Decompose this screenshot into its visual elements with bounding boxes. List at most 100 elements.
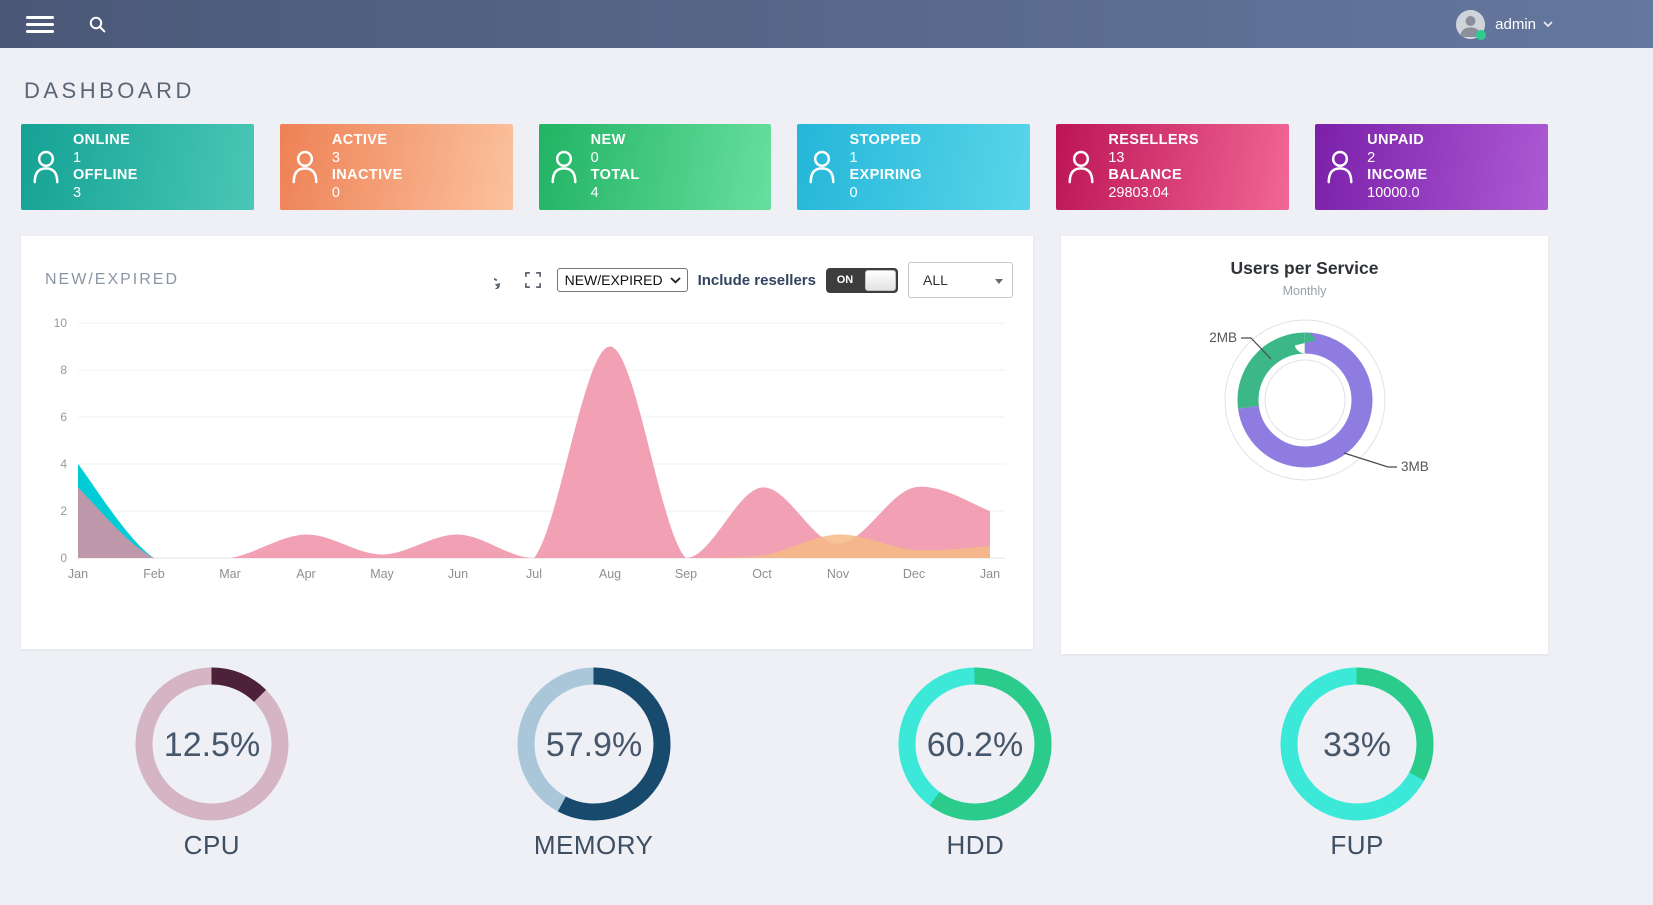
stat-value: 2: [1367, 149, 1376, 166]
toggle-knob[interactable]: [865, 269, 896, 291]
gauge-value: 12.5%: [164, 726, 260, 764]
stat-label: UNPAID: [1367, 132, 1425, 148]
donut-chart: 2MB 3MB: [1061, 298, 1548, 643]
new-expired-panel: NEW/EXPIRED NEW/EXPIRED: [21, 236, 1033, 649]
svg-text:Jan: Jan: [68, 567, 88, 581]
stat-card-new-total[interactable]: NEW 0 TOTAL 4: [538, 124, 772, 210]
person-icon: [1068, 150, 1094, 184]
stat-label: EXPIRING: [849, 167, 922, 183]
chart-type-select[interactable]: NEW/EXPIRED: [556, 268, 688, 292]
slice-label-3mb: 3MB: [1401, 459, 1429, 474]
stat-card-unpaid-income[interactable]: UNPAID 2 INCOME 10000.0: [1315, 124, 1548, 210]
online-status-dot: [1476, 29, 1487, 40]
svg-text:Mar: Mar: [219, 567, 241, 581]
stat-value: 10000.0: [1367, 184, 1420, 201]
stat-label: ACTIVE: [331, 132, 388, 148]
user-avatar[interactable]: [1456, 9, 1487, 40]
refresh-icon[interactable]: [493, 272, 511, 289]
person-icon: [1327, 150, 1353, 184]
top-navbar: admin: [0, 0, 1653, 48]
gauge-memory: 57.9% MEMORY: [403, 659, 785, 861]
svg-text:Nov: Nov: [827, 567, 850, 581]
gauge-value: 33%: [1323, 726, 1391, 764]
search-icon[interactable]: [88, 15, 107, 34]
filter-select[interactable]: ALL: [908, 262, 1013, 298]
gauge-label: MEMORY: [533, 830, 654, 860]
svg-text:4: 4: [60, 457, 67, 471]
person-icon: [551, 150, 577, 184]
person-icon: [292, 150, 318, 184]
stat-label: OFFLINE: [73, 167, 138, 183]
stat-card-resellers-balance[interactable]: RESELLERS 13 BALANCE 29803.04: [1056, 124, 1290, 210]
stat-card-lines: STOPPED 1 EXPIRING 0: [849, 132, 922, 202]
svg-text:6: 6: [60, 410, 67, 424]
stat-card-stopped-expiring[interactable]: STOPPED 1 EXPIRING 0: [797, 124, 1031, 210]
gauge-value: 60.2%: [927, 726, 1023, 764]
gauge-label: FUP: [1330, 830, 1384, 860]
stat-value: 3: [331, 149, 340, 166]
username[interactable]: admin: [1495, 15, 1536, 33]
fullscreen-icon[interactable]: [524, 272, 541, 288]
stat-card-active-inactive[interactable]: ACTIVE 3 INACTIVE 0: [279, 124, 513, 210]
stat-value: 4: [590, 184, 599, 201]
users-panel-title: Users per Service: [1230, 258, 1379, 278]
svg-text:Jul: Jul: [526, 567, 542, 581]
stat-label: TOTAL: [590, 167, 640, 183]
svg-text:Oct: Oct: [752, 567, 772, 581]
chevron-down-icon: [1543, 20, 1553, 27]
stat-label: STOPPED: [849, 132, 922, 148]
svg-text:8: 8: [60, 363, 67, 377]
include-resellers-toggle[interactable]: ON: [826, 267, 898, 293]
stat-value: 0: [849, 184, 858, 201]
caret-down-icon: [995, 279, 1003, 284]
page-title: DASHBOARD: [24, 78, 195, 103]
svg-text:Dec: Dec: [903, 567, 925, 581]
stat-card-lines: RESELLERS 13 BALANCE 29803.04: [1108, 132, 1199, 202]
stat-label: ONLINE: [73, 132, 131, 148]
stat-value: 0: [331, 184, 340, 201]
slice-label-2mb: 2MB: [1209, 330, 1237, 345]
svg-text:May: May: [370, 567, 394, 581]
svg-text:Jun: Jun: [448, 567, 468, 581]
stat-label: BALANCE: [1108, 167, 1183, 183]
stat-value: 3: [73, 184, 82, 201]
stat-value: 1: [849, 149, 858, 166]
svg-text:0: 0: [60, 551, 67, 565]
person-icon: [809, 150, 835, 184]
stat-value: 0: [590, 149, 599, 166]
gauge-value: 57.9%: [545, 726, 641, 764]
filter-select-value: ALL: [923, 272, 948, 288]
include-resellers-label: Include resellers: [697, 271, 816, 289]
panels-row: NEW/EXPIRED NEW/EXPIRED: [21, 236, 1548, 654]
chart-type-select-value: NEW/EXPIRED: [564, 272, 663, 288]
svg-text:2: 2: [60, 504, 67, 518]
users-panel-subtitle: Monthly: [1282, 284, 1327, 298]
user-menu[interactable]: admin: [1456, 9, 1553, 40]
stat-card-lines: NEW 0 TOTAL 4: [591, 132, 640, 202]
stat-value: 1: [73, 149, 82, 166]
svg-text:Jan: Jan: [980, 567, 1000, 581]
stat-card-online-offline[interactable]: ONLINE 1 OFFLINE 3: [21, 124, 254, 210]
stat-value: 13: [1108, 149, 1125, 166]
gauge-hdd: 60.2% HDD: [785, 659, 1167, 861]
stat-label: RESELLERS: [1108, 132, 1199, 148]
users-per-service-panel: Users per Service Monthly 2MB 3MB: [1061, 236, 1548, 654]
menu-icon[interactable]: [26, 12, 54, 37]
svg-text:Feb: Feb: [143, 567, 165, 581]
stat-label: INACTIVE: [331, 167, 403, 183]
svg-text:Aug: Aug: [599, 567, 621, 581]
gauge-fup: 33% FUP: [1166, 659, 1548, 861]
person-icon: [33, 150, 59, 184]
stat-card-lines: ACTIVE 3 INACTIVE 0: [332, 132, 403, 202]
stat-label: NEW: [590, 132, 626, 148]
gauges-row: 12.5% CPU 57.9% MEMORY 60.2% HDD 33% FUP: [21, 659, 1548, 861]
stat-cards: ONLINE 1 OFFLINE 3 ACTIVE 3 INACTIVE 0 NEW 0 TOTAL…: [21, 124, 1548, 210]
stat-card-lines: ONLINE 1 OFFLINE 3: [73, 132, 138, 202]
chevron-down-icon: [669, 276, 681, 284]
svg-text:Sep: Sep: [675, 567, 697, 581]
svg-text:10: 10: [54, 316, 68, 330]
stat-label: INCOME: [1367, 167, 1428, 183]
stat-value: 29803.04: [1108, 184, 1169, 201]
area-chart: 0 2 4 6 8 10 Jan Feb Mar Apr May Jun Jul Aug Sep Oct Nov…: [21, 302, 1033, 607]
gauge-cpu: 12.5% CPU: [21, 659, 403, 861]
